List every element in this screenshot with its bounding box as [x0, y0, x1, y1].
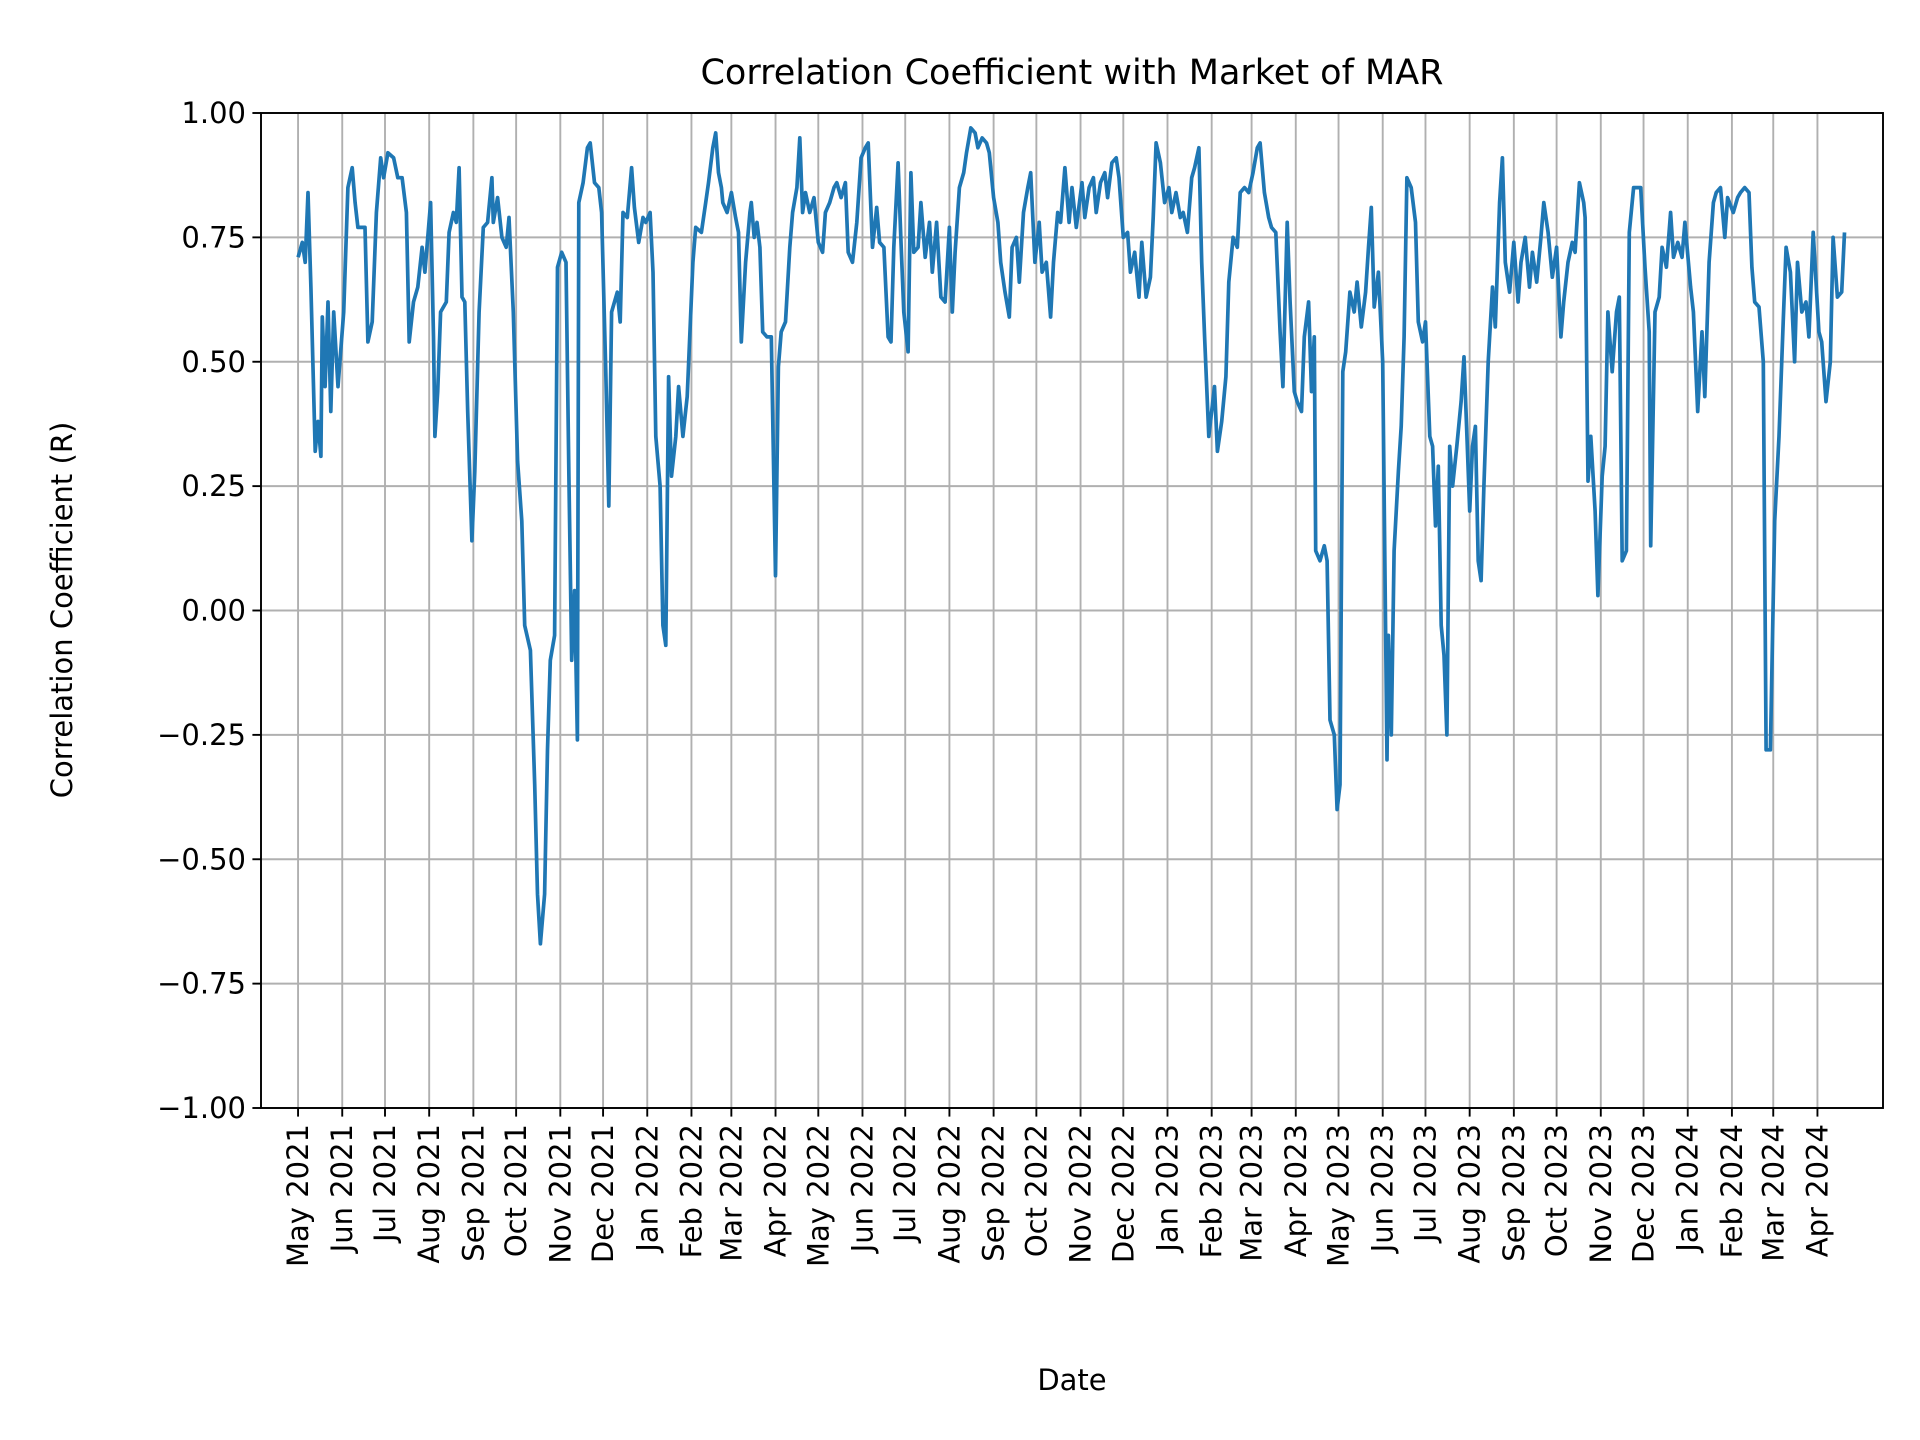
x-tick-label: Jul 2022: [888, 1124, 922, 1244]
y-tick-label: 0.25: [181, 469, 246, 503]
x-tick-label: Jan 2022: [630, 1124, 664, 1254]
x-tick-label: Jan 2024: [1671, 1124, 1705, 1254]
x-tick-label: May 2023: [1322, 1124, 1356, 1267]
x-tick-label: Dec 2023: [1627, 1124, 1661, 1263]
y-tick-label: 1.00: [181, 96, 246, 130]
y-axis-ticks: −1.00 −0.75 −0.50 −0.25 0.00 0.25 0.50 0.75 1.00: [157, 96, 261, 1125]
y-tick-label: −0.75: [157, 967, 246, 1001]
x-tick-label: May 2022: [801, 1124, 835, 1267]
x-tick-label: Feb 2022: [674, 1124, 708, 1258]
x-axis-label: Date: [1037, 1363, 1106, 1397]
x-tick-label: Sep 2021: [456, 1124, 490, 1262]
x-tick-label: Mar 2024: [1756, 1124, 1790, 1262]
x-tick-label: May 2021: [281, 1124, 315, 1267]
x-tick-label: Feb 2024: [1715, 1124, 1749, 1258]
y-tick-label: 0.50: [181, 345, 246, 379]
x-tick-label: Jul 2021: [368, 1124, 402, 1244]
x-tick-label: Mar 2022: [714, 1124, 748, 1262]
chart-title: Correlation Coefficient with Market of M…: [700, 53, 1443, 93]
series-line: [296, 126, 1847, 946]
x-tick-label: Oct 2022: [1019, 1124, 1053, 1257]
x-tick-label: Oct 2023: [1540, 1124, 1574, 1257]
x-tick-label: Jul 2023: [1408, 1124, 1442, 1244]
x-tick-label: Nov 2022: [1064, 1124, 1098, 1264]
x-tick-label: Dec 2021: [586, 1124, 620, 1263]
x-tick-label: Jun 2023: [1366, 1124, 1400, 1254]
x-tick-label: Jan 2023: [1150, 1124, 1184, 1254]
y-tick-label: 0.00: [181, 594, 246, 628]
x-axis-ticks: May 2021 Jun 2021 Jul 2021 Aug 2021 Sep 2021…: [281, 1108, 1834, 1267]
x-tick-label: Aug 2022: [932, 1124, 966, 1264]
x-tick-label: Jun 2021: [325, 1124, 359, 1254]
x-tick-label: Feb 2023: [1195, 1124, 1229, 1258]
y-tick-label: −0.50: [157, 842, 246, 876]
y-tick-label: 0.75: [181, 220, 246, 254]
x-tick-label: Apr 2022: [759, 1124, 793, 1257]
x-tick-label: Apr 2023: [1279, 1124, 1313, 1257]
y-axis-label: Correlation Coefficient (R): [45, 422, 79, 799]
x-tick-label: Jun 2022: [845, 1124, 879, 1254]
x-tick-label: Aug 2023: [1453, 1124, 1487, 1264]
x-tick-label: Nov 2023: [1584, 1124, 1618, 1264]
x-tick-label: Dec 2022: [1106, 1124, 1140, 1263]
x-tick-label: Aug 2021: [412, 1124, 446, 1264]
y-tick-label: −1.00: [157, 1091, 246, 1125]
x-tick-label: Apr 2024: [1800, 1124, 1834, 1257]
x-tick-label: Oct 2021: [499, 1124, 533, 1257]
x-tick-label: Sep 2023: [1497, 1124, 1531, 1262]
x-tick-label: Mar 2023: [1235, 1124, 1269, 1262]
x-tick-label: Sep 2022: [977, 1124, 1011, 1262]
y-tick-label: −0.25: [157, 718, 246, 752]
x-tick-label: Nov 2021: [543, 1124, 577, 1264]
